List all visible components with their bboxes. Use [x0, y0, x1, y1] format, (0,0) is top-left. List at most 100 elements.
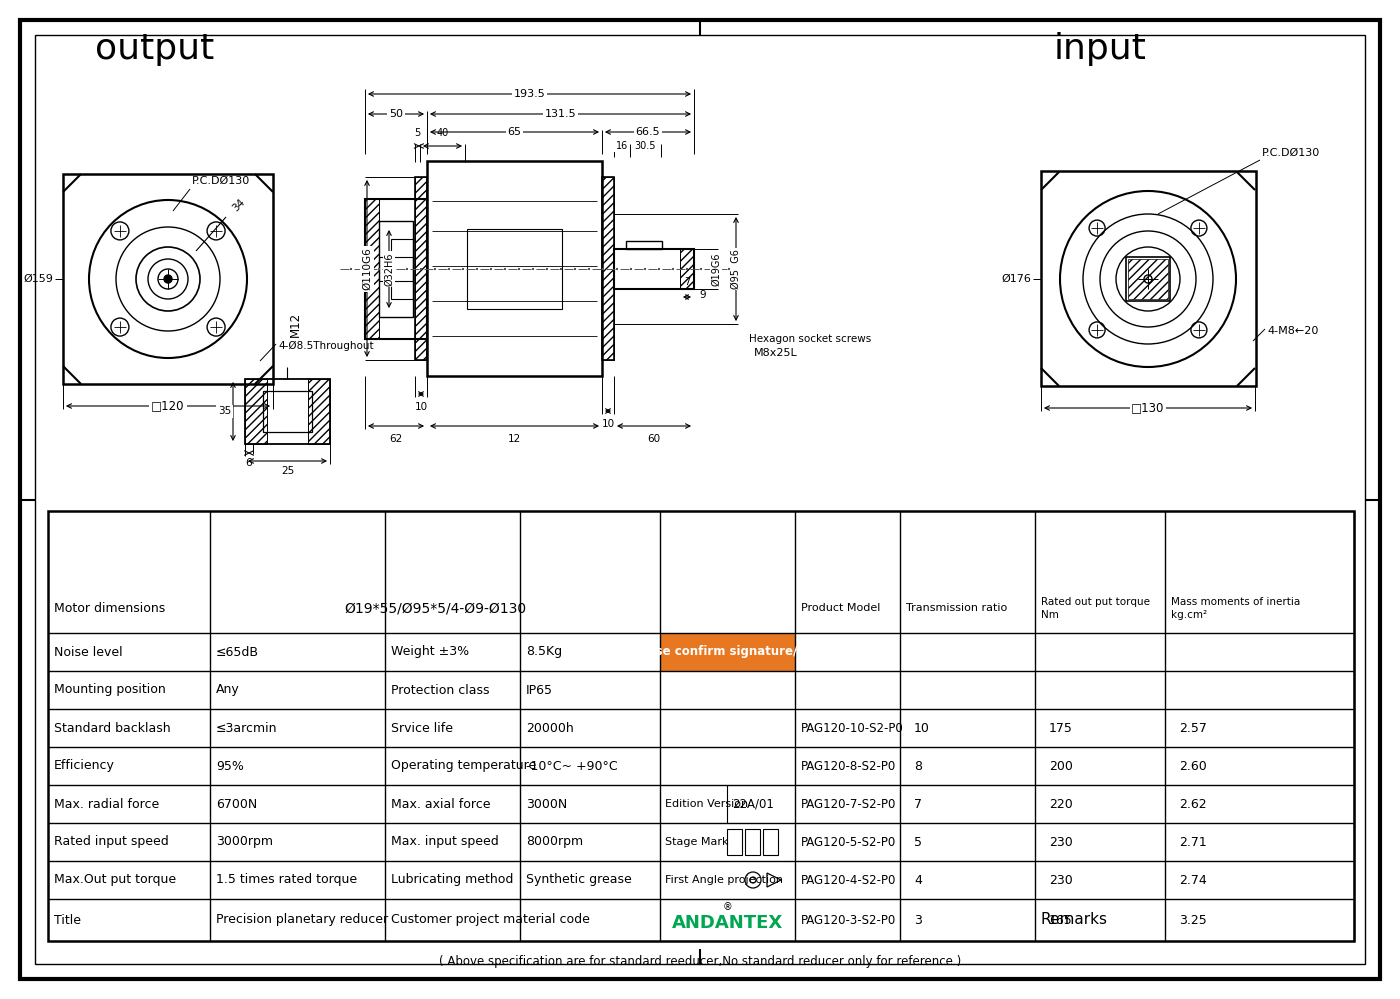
Bar [615, 249, 694, 289]
Text: Weight ±3%: Weight ±3% [391, 645, 469, 658]
Text: M12: M12 [288, 312, 301, 337]
Bar [63, 174, 273, 384]
Text: 6: 6 [245, 458, 252, 468]
Text: Protection class: Protection class [391, 683, 490, 696]
Text: 20000h: 20000h [526, 721, 574, 734]
Text: kg.cm²: kg.cm² [1170, 610, 1207, 620]
Text: 10: 10 [414, 402, 427, 412]
Bar [379, 221, 413, 317]
Bar [680, 249, 694, 289]
Text: Rated out put torque: Rated out put torque [1042, 597, 1149, 607]
Bar [659, 633, 795, 671]
Text: M8x25L: M8x25L [755, 348, 798, 358]
Text: Srvice life: Srvice life [391, 721, 454, 734]
Text: Ø95  G6: Ø95 G6 [731, 249, 741, 289]
Text: 175: 175 [1049, 721, 1072, 734]
Text: Ø176: Ø176 [1001, 274, 1030, 284]
Bar [727, 829, 742, 855]
Bar [245, 379, 267, 444]
Text: 2.57: 2.57 [1179, 721, 1207, 734]
Text: Product Model: Product Model [801, 603, 881, 613]
Text: 30.5: 30.5 [634, 141, 657, 151]
Bar [626, 241, 662, 249]
Text: ( Above specification are for standard reeducer,No standard reducer only for ref: ( Above specification are for standard r… [438, 954, 962, 967]
Text: 230: 230 [1049, 835, 1072, 848]
Text: Standard backlash: Standard backlash [55, 721, 171, 734]
Text: Max. input speed: Max. input speed [391, 835, 498, 848]
Text: P.C.DØ130: P.C.DØ130 [1261, 148, 1320, 158]
Bar [379, 257, 413, 281]
Text: 3: 3 [914, 913, 921, 926]
Text: 131.5: 131.5 [545, 109, 577, 119]
Text: □120: □120 [151, 400, 185, 413]
Text: 7: 7 [914, 797, 923, 810]
Text: Synthetic grease: Synthetic grease [526, 873, 631, 886]
Text: 165: 165 [1049, 913, 1072, 926]
Bar [745, 829, 760, 855]
Text: 5: 5 [914, 835, 923, 848]
Text: Any: Any [216, 683, 239, 696]
Text: Lubricating method: Lubricating method [391, 873, 514, 886]
Text: Remarks: Remarks [1042, 912, 1107, 927]
Text: PAG120-3-S2-P0: PAG120-3-S2-P0 [801, 913, 896, 926]
Text: Ø110G6: Ø110G6 [363, 248, 372, 291]
Text: Noise level: Noise level [55, 645, 123, 658]
Text: input: input [1054, 32, 1147, 66]
Text: Stage Mark: Stage Mark [665, 837, 728, 847]
Text: 12: 12 [508, 434, 521, 444]
Bar [365, 199, 427, 339]
Text: 95%: 95% [216, 759, 244, 772]
Bar [602, 177, 615, 360]
Text: PAG120-7-S2-P0: PAG120-7-S2-P0 [801, 797, 896, 810]
Text: 8000rpm: 8000rpm [526, 835, 584, 848]
Circle shape [164, 275, 172, 283]
Bar [414, 177, 427, 360]
Text: 16: 16 [616, 141, 629, 151]
Text: Ø19*55/Ø95*5/4-Ø9-Ø130: Ø19*55/Ø95*5/4-Ø9-Ø130 [344, 601, 526, 615]
Text: Motor dimensions: Motor dimensions [55, 601, 165, 614]
Text: Title: Title [55, 913, 81, 926]
Text: 230: 230 [1049, 873, 1072, 886]
Text: 7: 7 [683, 277, 690, 287]
Text: First Angle projection: First Angle projection [665, 875, 783, 885]
Text: 3000rpm: 3000rpm [216, 835, 273, 848]
Text: 22A/01: 22A/01 [732, 797, 774, 810]
Text: P.C.DØ130: P.C.DØ130 [192, 176, 251, 186]
Bar [1128, 259, 1168, 299]
Text: Max.Out put torque: Max.Out put torque [55, 873, 176, 886]
Bar [1126, 257, 1170, 301]
Text: Edition Version: Edition Version [665, 799, 748, 809]
Text: PAG120-8-S2-P0: PAG120-8-S2-P0 [801, 759, 896, 772]
Text: 5: 5 [414, 128, 420, 138]
Text: 2.74: 2.74 [1179, 873, 1207, 886]
Text: 4-Ø8.5Throughout: 4-Ø8.5Throughout [279, 341, 374, 351]
Bar [414, 177, 427, 360]
Text: ANDANTEX: ANDANTEX [672, 914, 783, 932]
Text: 10: 10 [602, 419, 615, 429]
Text: Hexagon socket screws: Hexagon socket screws [749, 334, 871, 344]
Text: 3000N: 3000N [526, 797, 567, 810]
Text: 10: 10 [914, 721, 930, 734]
Text: 200: 200 [1049, 759, 1072, 772]
Bar [308, 379, 330, 444]
Text: Max. axial force: Max. axial force [391, 797, 490, 810]
Bar [48, 511, 1354, 941]
Text: PAG120-5-S2-P0: PAG120-5-S2-P0 [801, 835, 896, 848]
Bar [602, 177, 615, 360]
Text: 8.5Kg: 8.5Kg [526, 645, 563, 658]
Text: Ø159: Ø159 [24, 274, 53, 284]
Text: Please confirm signature/date: Please confirm signature/date [627, 645, 827, 658]
Text: 62: 62 [389, 434, 403, 444]
Text: 9: 9 [699, 290, 706, 300]
Text: 2.62: 2.62 [1179, 797, 1207, 810]
Bar [468, 229, 561, 309]
Bar [245, 379, 330, 444]
Text: 25: 25 [281, 466, 294, 476]
Text: □130: □130 [1131, 402, 1165, 415]
Text: 50: 50 [389, 109, 403, 119]
Text: Nm: Nm [1042, 610, 1058, 620]
Text: 35: 35 [218, 407, 231, 417]
Text: 3.25: 3.25 [1179, 913, 1207, 926]
Text: output: output [95, 32, 214, 66]
Text: 60: 60 [647, 434, 661, 444]
